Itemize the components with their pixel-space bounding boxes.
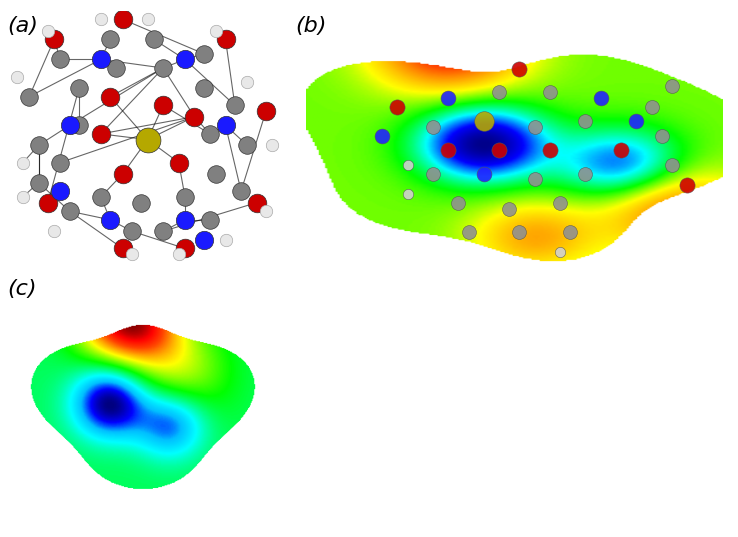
Point [391, 103, 403, 111]
Point [544, 88, 556, 97]
Point [503, 204, 515, 213]
Point [478, 117, 490, 126]
Point [95, 55, 107, 64]
Point [376, 132, 388, 140]
Point [220, 121, 232, 129]
Point [142, 135, 154, 144]
Point [104, 92, 116, 101]
Point [95, 193, 107, 201]
Point [73, 84, 85, 92]
Point [55, 55, 66, 64]
Point [565, 228, 576, 236]
Point [595, 93, 607, 102]
Point [48, 227, 60, 236]
Point [173, 250, 184, 258]
Point [260, 207, 272, 215]
Point [17, 193, 29, 201]
Point [401, 190, 413, 198]
Point [204, 129, 215, 138]
Point [117, 15, 128, 24]
Point [95, 15, 107, 24]
Point [48, 35, 60, 43]
Point [251, 198, 263, 207]
Point [493, 146, 505, 155]
Point [104, 35, 116, 43]
Point [554, 248, 566, 257]
Point [514, 228, 525, 236]
Point [401, 161, 413, 169]
Point [55, 158, 66, 167]
Point [173, 158, 184, 167]
Text: (b): (b) [295, 16, 327, 36]
Point [117, 244, 128, 253]
Point [528, 123, 540, 132]
Point [157, 227, 169, 236]
Point [478, 169, 490, 178]
Point [210, 170, 222, 178]
Point [544, 146, 556, 155]
Point [656, 132, 668, 140]
Point [179, 215, 191, 224]
Point [111, 64, 123, 72]
Point [179, 244, 191, 253]
Point [179, 55, 191, 64]
Point [55, 187, 66, 195]
Point [260, 107, 272, 115]
Point [266, 141, 278, 150]
Point [241, 78, 253, 86]
Point [17, 158, 29, 167]
Point [235, 187, 247, 195]
Point [24, 92, 35, 101]
Point [666, 161, 677, 169]
Point [126, 227, 138, 236]
Point [198, 84, 210, 92]
Point [148, 35, 159, 43]
Text: (a): (a) [7, 16, 38, 36]
Point [63, 207, 75, 215]
Point [136, 198, 148, 207]
Point [95, 129, 107, 138]
Point [493, 88, 505, 97]
Point [229, 101, 241, 110]
Point [220, 236, 232, 244]
Text: (c): (c) [7, 279, 37, 299]
Point [579, 117, 591, 126]
Point [157, 64, 169, 72]
Point [179, 193, 191, 201]
Point [104, 215, 116, 224]
Point [615, 146, 627, 155]
Point [198, 49, 210, 58]
Point [579, 169, 591, 178]
Point [63, 121, 75, 129]
Point [442, 146, 454, 155]
Point [427, 169, 439, 178]
Point [681, 181, 693, 190]
Point [73, 121, 85, 129]
Point [32, 178, 44, 187]
Point [442, 93, 454, 102]
Point [427, 123, 439, 132]
Point [514, 64, 525, 73]
Point [126, 250, 138, 258]
Point [452, 198, 464, 207]
Point [204, 215, 215, 224]
Point [646, 103, 658, 111]
Point [528, 175, 540, 184]
Point [42, 198, 54, 207]
Point [666, 82, 677, 91]
Point [220, 35, 232, 43]
Point [157, 101, 169, 110]
Point [630, 117, 642, 126]
Point [463, 228, 475, 236]
Point [210, 26, 222, 35]
Point [42, 26, 54, 35]
Point [188, 112, 200, 121]
Point [117, 170, 128, 178]
Point [32, 141, 44, 150]
Point [11, 72, 23, 81]
Point [241, 141, 253, 150]
Point [142, 15, 154, 24]
Point [554, 198, 566, 207]
Point [198, 236, 210, 244]
